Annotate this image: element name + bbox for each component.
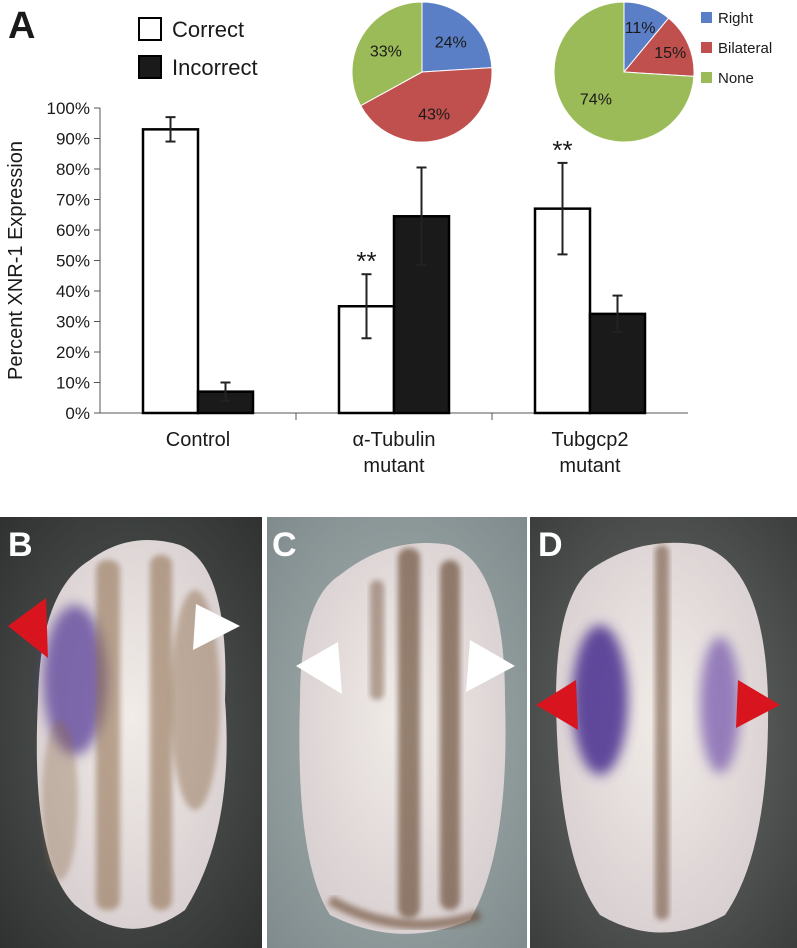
pie-legend-label-bilateral: Bilateral <box>718 40 772 57</box>
panel-letter-d: D <box>538 526 563 564</box>
red-arrowhead-left <box>8 598 48 658</box>
y-tick-label: 70% <box>56 191 90 210</box>
x-category-label: Control <box>166 429 230 451</box>
white-arrowhead-left <box>296 642 342 694</box>
y-tick-label: 100% <box>47 99 90 118</box>
pie-slice-label: 33% <box>370 44 402 61</box>
x-category-label: α-Tubulin mutant <box>352 429 435 477</box>
white-arrowhead-right <box>466 640 515 692</box>
y-tick-label: 30% <box>56 313 90 332</box>
pie-slice-label: 24% <box>435 34 467 51</box>
pie-slice-bilateral <box>359 67 493 143</box>
pie-slice-label: 15% <box>654 45 686 62</box>
legend-label-correct: Correct <box>172 17 244 42</box>
pie-legend-swatch-right <box>701 12 712 23</box>
pie-slice-label: 74% <box>580 91 612 108</box>
legend-label-incorrect: Incorrect <box>172 55 258 80</box>
bar-correct <box>141 128 200 415</box>
pie-slice-bilateral <box>622 17 695 77</box>
legend-swatch-incorrect <box>138 55 162 79</box>
legend-swatch-correct <box>138 17 162 41</box>
red-arrowhead-left <box>536 680 578 730</box>
pie-slice-right <box>421 1 493 73</box>
significance-mark: ** <box>552 135 572 165</box>
y-tick-label: 50% <box>56 252 90 271</box>
bar-legend: Correct Incorrect <box>138 17 258 80</box>
photo-panel-d: D <box>530 517 797 948</box>
pie-legend: Right Bilateral None <box>701 10 772 87</box>
pie-legend-swatch-none <box>701 72 712 83</box>
panel-letter-b: B <box>8 526 33 564</box>
pie-slice-none <box>351 1 423 107</box>
y-tick-label: 0% <box>65 404 90 423</box>
pie-slice-label: 11% <box>625 20 656 37</box>
white-arrowhead-right <box>193 604 240 650</box>
y-tick-label: 90% <box>56 130 90 149</box>
y-tick-label: 10% <box>56 374 90 393</box>
panel-letter-c: C <box>272 526 297 564</box>
pie-legend-label-right: Right <box>718 10 754 27</box>
red-arrowhead-right <box>736 680 780 728</box>
panel-letter-a: A <box>8 5 35 47</box>
photo-panel-b: B <box>0 517 262 948</box>
pie-legend-swatch-bilateral <box>701 42 712 53</box>
significance-mark: ** <box>356 246 376 276</box>
photo-panel-c: C <box>267 517 527 948</box>
y-tick-label: 40% <box>56 282 90 301</box>
y-tick-label: 60% <box>56 221 90 240</box>
bar-chart: 0% 10% 20% 30% 40% 50% 60% 70% 80% 90% 100% Percent… <box>5 99 688 477</box>
pie-chart-left: 24% 43% 33% <box>351 1 493 143</box>
y-tick-label: 20% <box>56 343 90 362</box>
x-category-label: Tubgcp2 mutant <box>551 429 628 477</box>
y-tick-label: 80% <box>56 160 90 179</box>
pie-chart-right: 11% 15% 74% <box>553 1 695 143</box>
y-axis-title: Percent XNR-1 Expression <box>5 141 27 380</box>
pie-slice-label: 43% <box>418 107 450 124</box>
pie-legend-label-none: None <box>718 70 754 87</box>
pie-slice-none <box>553 1 695 143</box>
